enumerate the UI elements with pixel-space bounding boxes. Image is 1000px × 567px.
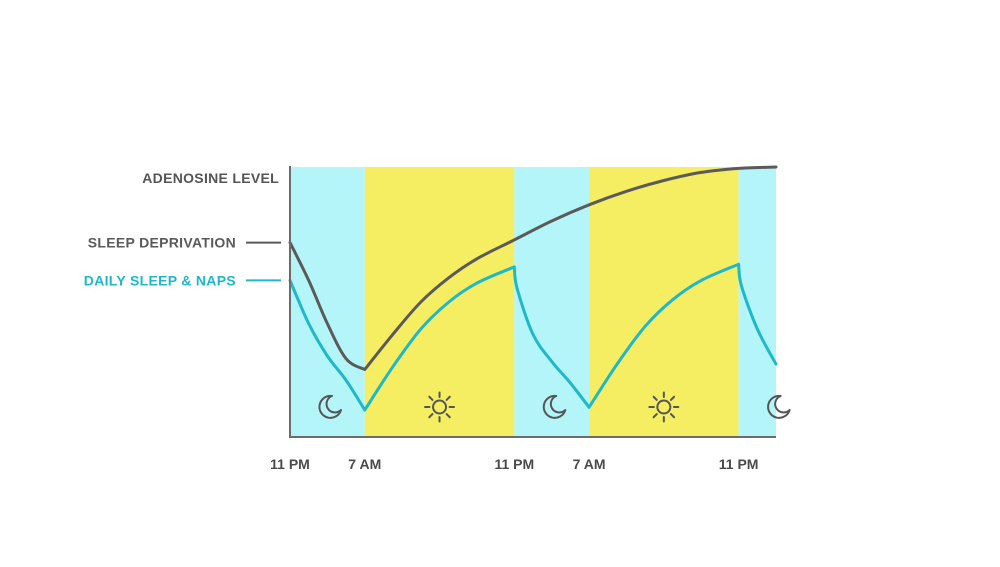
period-bands — [290, 167, 776, 437]
axes — [289, 166, 776, 438]
series-lines — [288, 165, 778, 412]
period-icons — [318, 391, 791, 423]
x-tick-labels: 11 PM 7 AM 11 PM 7 AM 11 PM — [270, 456, 758, 472]
band-night-4 — [738, 167, 776, 437]
x-tick-label: 7 AM — [573, 456, 606, 472]
series-line-1 — [288, 262, 778, 412]
series-line-0 — [288, 165, 778, 371]
y-axis-label: ADENOSINE LEVEL — [142, 170, 279, 186]
moon-icon — [542, 394, 567, 419]
sun-icon — [424, 391, 456, 423]
moon-icon — [767, 394, 791, 419]
x-tick-label: 7 AM — [348, 456, 381, 472]
x-tick-label: 11 PM — [719, 456, 759, 472]
x-tick-label: 11 PM — [270, 456, 310, 472]
legend-label-1: DAILY SLEEP & NAPS — [84, 272, 236, 288]
sun-icon — [648, 391, 680, 423]
legend: SLEEP DEPRIVATION DAILY SLEEP & NAPS — [84, 235, 281, 288]
x-tick-label: 11 PM — [494, 456, 534, 472]
moon-icon — [318, 394, 342, 419]
legend-label-0: SLEEP DEPRIVATION — [88, 235, 236, 251]
